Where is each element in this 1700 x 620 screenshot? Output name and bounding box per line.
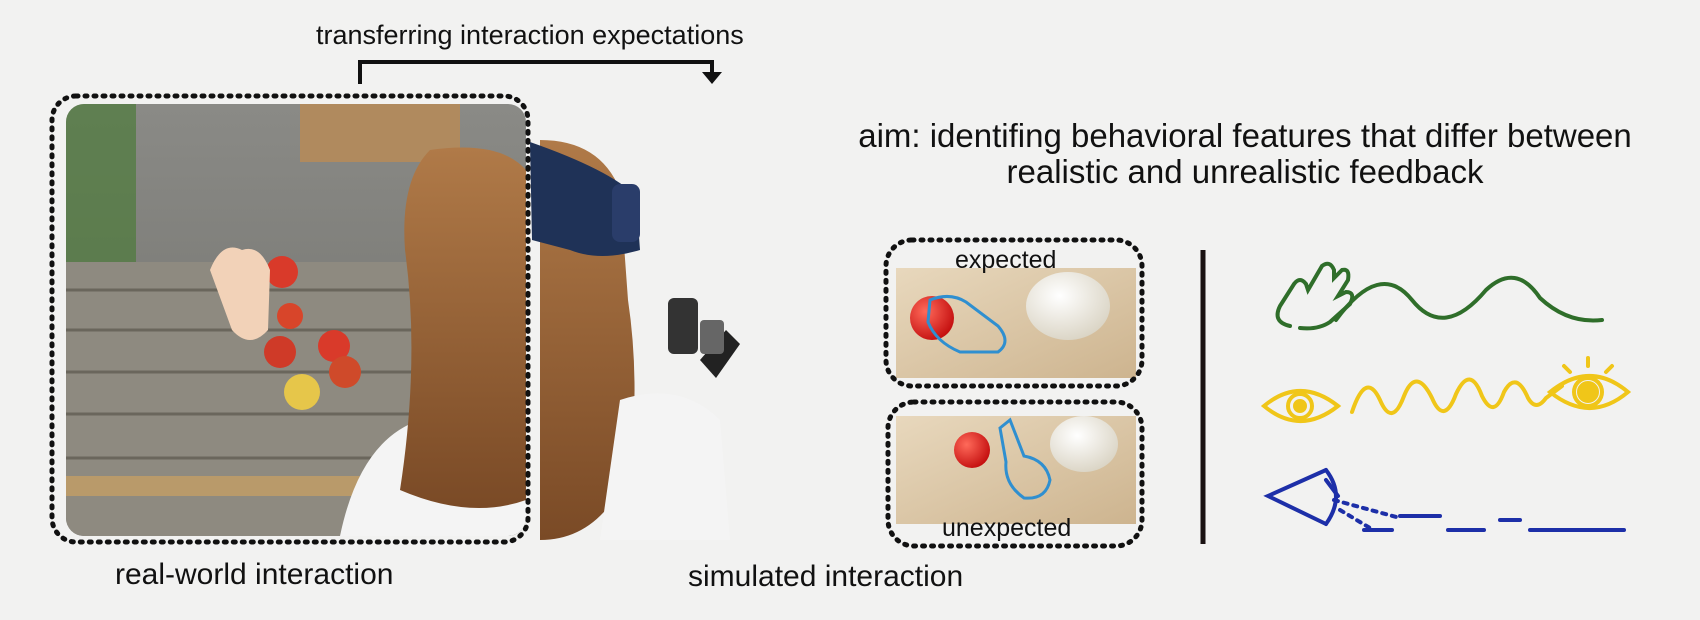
- hand-icon: [1275, 261, 1604, 331]
- simulated-label: simulated interaction: [688, 560, 964, 593]
- expected-panel: [896, 268, 1136, 378]
- transfer-arrow: [358, 60, 722, 84]
- eye-side-icon: [1263, 468, 1626, 532]
- unexpected-label: unexpected: [942, 514, 1072, 542]
- unexpected-frame: [885, 399, 1145, 549]
- unexpected-panel: [896, 416, 1136, 524]
- expected-label: expected: [955, 246, 1057, 274]
- real-world-label: real-world interaction: [115, 558, 394, 591]
- eye-icon: [1260, 356, 1632, 423]
- aim-text: aim: identifing behavioral features that…: [858, 117, 1632, 190]
- expected-frame: [883, 237, 1145, 389]
- simulated-person: [530, 140, 740, 540]
- arrow-label: transferring interaction expectations: [316, 20, 744, 50]
- real-world-photo: [66, 104, 526, 536]
- real-world-frame: [49, 93, 531, 545]
